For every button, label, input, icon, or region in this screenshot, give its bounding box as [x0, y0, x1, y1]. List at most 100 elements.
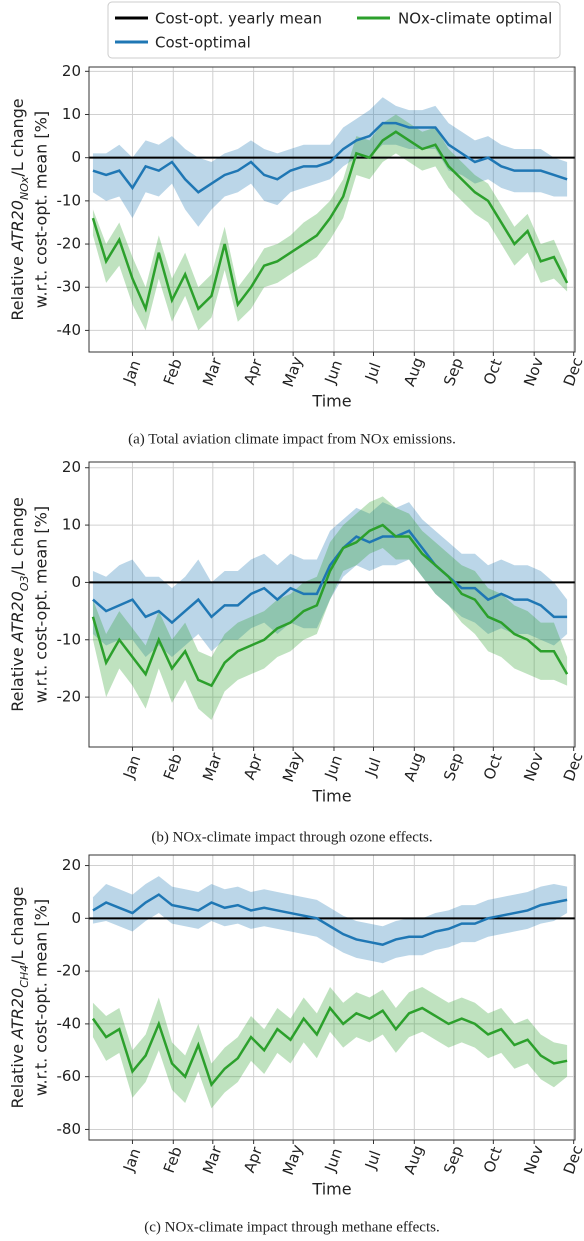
x-tick-label: Mar	[199, 1143, 226, 1177]
x-tick-label: Aug	[400, 1143, 427, 1177]
x-axis-label: Time	[311, 392, 351, 411]
y-axis-label: Relative ATR20CH4/L change	[8, 887, 31, 1109]
x-tick-label: Nov	[520, 355, 547, 389]
y-axis-label-part: Relative	[8, 1039, 27, 1109]
x-tick-label: Aug	[400, 750, 427, 784]
series-line	[92, 529, 568, 625]
x-tick-label: Dec	[560, 1143, 584, 1176]
y-axis-label: w.r.t. cost-opt. mean [%]	[32, 506, 51, 703]
y-axis-label-part: /L change	[8, 887, 27, 965]
band	[92, 986, 568, 1109]
y-tick-label: -20	[57, 235, 82, 253]
series-line	[92, 893, 568, 947]
y-tick-label: 20	[62, 458, 81, 476]
y-axis-label-part: /L change	[8, 497, 27, 575]
x-tick-label: Sep	[440, 750, 467, 783]
y-axis-label: Relative ATR20O3/L change	[8, 497, 31, 712]
y-tick-label: -40	[57, 321, 82, 339]
x-tick-label: Jan	[119, 1146, 144, 1175]
x-tick-label: Feb	[160, 1144, 186, 1175]
y-tick-label: -40	[57, 1014, 82, 1032]
y-axis-label-part: ATR20	[8, 988, 27, 1040]
x-tick-label: Mar	[199, 750, 226, 784]
x-tick-label: Jul	[361, 1148, 384, 1172]
y-axis-label: Relative ATR20NOx/L change	[8, 98, 31, 320]
x-axis-label: Time	[311, 1180, 351, 1199]
plot-frame	[88, 66, 576, 353]
y-axis-label-part: CH4	[18, 965, 31, 988]
x-tick-label: Jan	[119, 358, 144, 387]
plot	[89, 876, 575, 1109]
y-axis-label: w.r.t. cost-opt. mean [%]	[32, 899, 51, 1096]
x-tick-label: Oct	[480, 1144, 506, 1175]
x-tick-label: Dec	[560, 750, 584, 783]
x-tick-label: Jun	[321, 1146, 346, 1175]
y-tick-label: 10	[62, 105, 81, 123]
legend-label: Cost-opt. yearly mean	[155, 10, 322, 28]
x-tick-label: Apr	[240, 356, 266, 387]
legend-box	[107, 1, 561, 59]
x-tick-label: Oct	[480, 751, 506, 782]
y-tick-label: 0	[71, 148, 81, 166]
x-tick-label: Nov	[520, 1143, 547, 1177]
y-axis-label-part: O3	[18, 575, 31, 591]
x-tick-label: Feb	[160, 751, 186, 782]
y-axis-label-part: ATR20	[8, 591, 27, 643]
y-axis-label-part: Relative	[8, 251, 27, 321]
plot-area	[89, 462, 575, 747]
x-tick-label: Jun	[321, 753, 346, 782]
caption: (a) Total aviation climate impact from N…	[128, 431, 456, 447]
y-axis-label: w.r.t. cost-opt. mean [%]	[32, 111, 51, 308]
caption: (b) NOx-climate impact through ozone eff…	[151, 829, 432, 845]
x-tick-label: Aug	[400, 355, 427, 389]
x-tick-label: Sep	[440, 1143, 467, 1176]
x-tick-label: Jul	[361, 360, 384, 384]
x-tick-label: Feb	[160, 356, 186, 387]
y-axis-label-part: ATR20	[8, 200, 27, 252]
plot	[89, 97, 575, 331]
series-line	[91, 1005, 568, 1088]
series-line	[91, 130, 569, 313]
series-line	[92, 121, 568, 194]
y-tick-label: -30	[57, 278, 82, 296]
x-tick-label: May	[279, 749, 307, 784]
legend	[107, 1, 561, 59]
plot	[89, 496, 575, 721]
y-axis-label-part: Relative	[8, 642, 27, 712]
series-line	[91, 523, 569, 688]
y-tick-label: 20	[62, 62, 81, 80]
y-tick-label: -60	[57, 1067, 82, 1085]
x-axis-label: Time	[311, 787, 351, 806]
y-tick-label: -80	[57, 1120, 82, 1138]
plot-frame	[88, 461, 576, 748]
x-tick-label: Jun	[321, 358, 346, 387]
y-tick-label: 20	[62, 856, 81, 874]
y-axis-label-part: NOx	[18, 176, 31, 200]
x-tick-label: Nov	[520, 750, 547, 784]
y-axis-label-part: /L change	[8, 98, 27, 176]
x-tick-label: Sep	[440, 355, 467, 388]
y-tick-label: -20	[57, 962, 82, 980]
y-tick-label: -20	[57, 688, 82, 706]
legend-label: Cost-optimal	[155, 34, 251, 52]
x-tick-label: May	[279, 354, 307, 389]
plot-frame	[88, 854, 576, 1141]
x-tick-label: Jul	[361, 755, 384, 779]
band	[92, 114, 568, 331]
x-tick-label: Oct	[480, 356, 506, 387]
x-tick-label: May	[279, 1142, 307, 1177]
y-tick-label: -10	[57, 191, 82, 209]
y-tick-label: 0	[71, 573, 81, 591]
caption: (c) NOx-climate impact through methane e…	[144, 1219, 439, 1235]
legend-label: NOx-climate optimal	[398, 10, 552, 28]
x-tick-label: Apr	[240, 751, 266, 782]
y-tick-label: 0	[71, 909, 81, 927]
y-tick-label: 10	[62, 516, 81, 534]
band	[92, 496, 568, 721]
y-tick-label: -10	[57, 630, 82, 648]
x-tick-label: Apr	[240, 1144, 266, 1175]
band	[92, 876, 568, 964]
x-tick-label: Mar	[199, 355, 226, 389]
x-tick-label: Dec	[560, 355, 584, 388]
